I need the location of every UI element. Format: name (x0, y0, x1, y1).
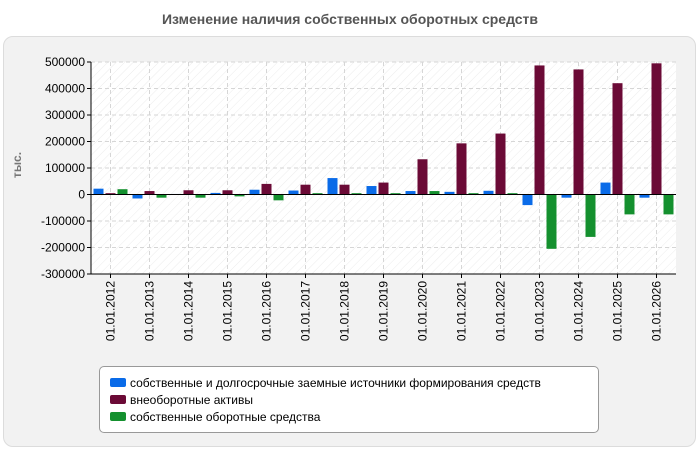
bar (261, 183, 272, 195)
bar (366, 186, 377, 195)
y-tick-label: -100000 (41, 214, 85, 228)
legend-label: собственные и долгосрочные заемные источ… (130, 375, 541, 390)
y-tick-label: 400000 (45, 82, 85, 96)
bar (234, 194, 245, 197)
bar (651, 63, 662, 195)
x-tick-label: 01.01.2024 (572, 281, 586, 341)
bar (405, 191, 416, 195)
bar (417, 159, 428, 195)
bar (144, 191, 155, 195)
axes: 500000 400000 300000 200000 100000 0 -100000 -2… (41, 55, 676, 341)
bar (249, 189, 260, 195)
y-axis-label: тыс. (10, 152, 24, 178)
y-tick-label: -200000 (41, 241, 85, 255)
chart-title: Изменение наличия собственных оборотных … (161, 11, 539, 27)
y-tick-label: -300000 (41, 267, 85, 281)
bar (105, 193, 116, 195)
y-tick-label: 500000 (45, 55, 85, 69)
bar (132, 194, 143, 199)
x-tick-label: 01.01.2015 (221, 281, 235, 341)
y-tick-label: 200000 (45, 135, 85, 149)
x-tick-label: 01.01.2019 (377, 281, 391, 341)
bar (573, 69, 584, 195)
bar (456, 143, 467, 195)
bar (351, 193, 362, 195)
bar (546, 194, 557, 249)
x-tick-label: 01.01.2014 (182, 281, 196, 341)
legend-swatch (110, 378, 126, 387)
bar (339, 184, 350, 195)
bar (585, 194, 596, 237)
bar (117, 189, 128, 195)
bar (534, 65, 545, 195)
bar (624, 194, 635, 215)
bar (390, 193, 401, 195)
bar (300, 184, 311, 195)
x-tick-label: 01.01.2012 (104, 281, 118, 341)
x-tick-label: 01.01.2013 (143, 281, 157, 341)
x-tick-label: 01.01.2020 (416, 281, 430, 341)
legend-item: собственные оборотные средства (110, 408, 598, 425)
bar (444, 191, 455, 195)
bar (210, 192, 221, 195)
bar (522, 194, 533, 206)
x-tick-label: 01.01.2026 (650, 281, 664, 341)
bar (273, 194, 284, 201)
x-tick-label: 01.01.2018 (338, 281, 352, 341)
y-tick-label: 100000 (45, 161, 85, 175)
legend-swatch (110, 395, 126, 404)
x-tick-label: 01.01.2022 (494, 281, 508, 341)
bar (288, 190, 299, 195)
bar (561, 194, 572, 198)
bar (183, 190, 194, 195)
legend-swatch (110, 412, 126, 421)
legend-item: собственные и долгосрочные заемные источ… (110, 374, 598, 391)
legend-label: собственные оборотные средства (130, 409, 321, 424)
y-tick-label: 0 (78, 188, 85, 202)
bar (612, 83, 623, 195)
bar (378, 182, 389, 195)
bar (639, 194, 650, 198)
legend-item: внеоборотные активы (110, 391, 598, 408)
bar (429, 191, 440, 195)
bar (663, 194, 674, 215)
x-tick-label: 01.01.2017 (299, 281, 313, 341)
bar (483, 190, 494, 195)
y-tick-label: 300000 (45, 108, 85, 122)
x-tick-label: 01.01.2016 (260, 281, 274, 341)
x-tick-label: 01.01.2025 (611, 281, 625, 341)
x-tick-label: 01.01.2023 (533, 281, 547, 341)
legend: собственные и долгосрочные заемные источ… (99, 366, 599, 433)
legend-label: внеоборотные активы (130, 392, 253, 407)
bar (156, 194, 167, 198)
bars (93, 63, 674, 249)
bar (327, 178, 338, 195)
bar (495, 133, 506, 195)
x-tick-label: 01.01.2021 (455, 281, 469, 341)
bar (507, 193, 518, 195)
bar (222, 190, 233, 195)
bar (312, 193, 323, 195)
bar (468, 193, 479, 195)
bar (93, 188, 104, 195)
bar (600, 182, 611, 195)
bar (195, 194, 206, 198)
